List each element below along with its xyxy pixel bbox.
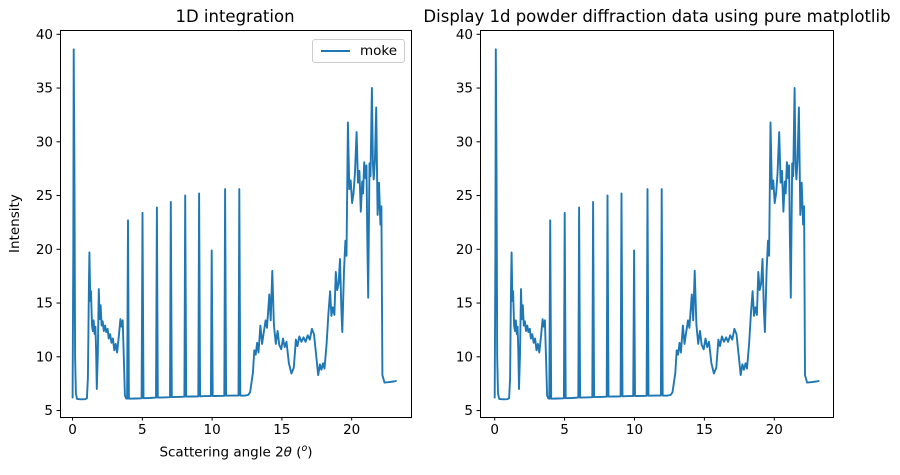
x-label-paren-open: ( bbox=[291, 444, 302, 461]
y-tick-label: 5 bbox=[44, 403, 53, 419]
y-tick-label: 20 bbox=[456, 242, 473, 258]
y-tick-label: 10 bbox=[36, 349, 53, 365]
y-tick-label: 30 bbox=[36, 134, 53, 150]
x-label-superscript-o: o bbox=[301, 443, 308, 454]
y-tick-label: 35 bbox=[456, 81, 473, 97]
y-tick-label: 15 bbox=[456, 296, 473, 312]
y-tick-label: 25 bbox=[456, 188, 473, 204]
y-tick-label: 40 bbox=[36, 27, 53, 43]
left-y-axis-label: Intensity bbox=[7, 194, 23, 253]
x-tick-label: 10 bbox=[204, 422, 221, 438]
legend-line-sample bbox=[321, 50, 350, 52]
x-tick-label: 0 bbox=[68, 422, 77, 438]
axes-frame bbox=[60, 30, 412, 418]
y-tick-label: 15 bbox=[36, 296, 53, 312]
x-label-paren-close: ) bbox=[307, 444, 313, 461]
chart-1: 0 5 10 15 20 5 10 15 20 25 30 35 40 bbox=[456, 27, 834, 438]
y-tick-label: 20 bbox=[36, 242, 53, 258]
y-tick-label: 35 bbox=[36, 81, 53, 97]
x-tick-label: 5 bbox=[560, 422, 569, 438]
x-tick-label: 15 bbox=[696, 422, 713, 438]
x-label-theta: θ bbox=[283, 444, 292, 461]
x-label-prefix: Scattering angle 2 bbox=[159, 444, 284, 461]
x-tick-label: 20 bbox=[343, 422, 360, 438]
series-moke-line bbox=[71, 48, 397, 401]
series-moke-line bbox=[493, 48, 820, 401]
legend-box: moke bbox=[312, 39, 405, 63]
x-tick-label: 15 bbox=[273, 422, 290, 438]
y-tick-label: 10 bbox=[456, 349, 473, 365]
right-chart-title: Display 1d powder diffraction data using… bbox=[423, 7, 891, 26]
x-tick-label: 20 bbox=[766, 422, 783, 438]
y-tick-label: 25 bbox=[36, 188, 53, 204]
x-tick-label: 5 bbox=[138, 422, 147, 438]
y-tick-label: 30 bbox=[456, 134, 473, 150]
x-tick-label: 0 bbox=[490, 422, 499, 438]
left-chart-title: 1D integration bbox=[175, 7, 295, 26]
axes-frame bbox=[480, 30, 834, 418]
x-tick-label: 10 bbox=[626, 422, 643, 438]
y-tick-label: 40 bbox=[456, 27, 473, 43]
legend-label: moke bbox=[360, 43, 398, 59]
y-tick-label: 5 bbox=[464, 403, 473, 419]
left-x-axis-label: Scattering angle 2θ (o) bbox=[159, 443, 312, 461]
